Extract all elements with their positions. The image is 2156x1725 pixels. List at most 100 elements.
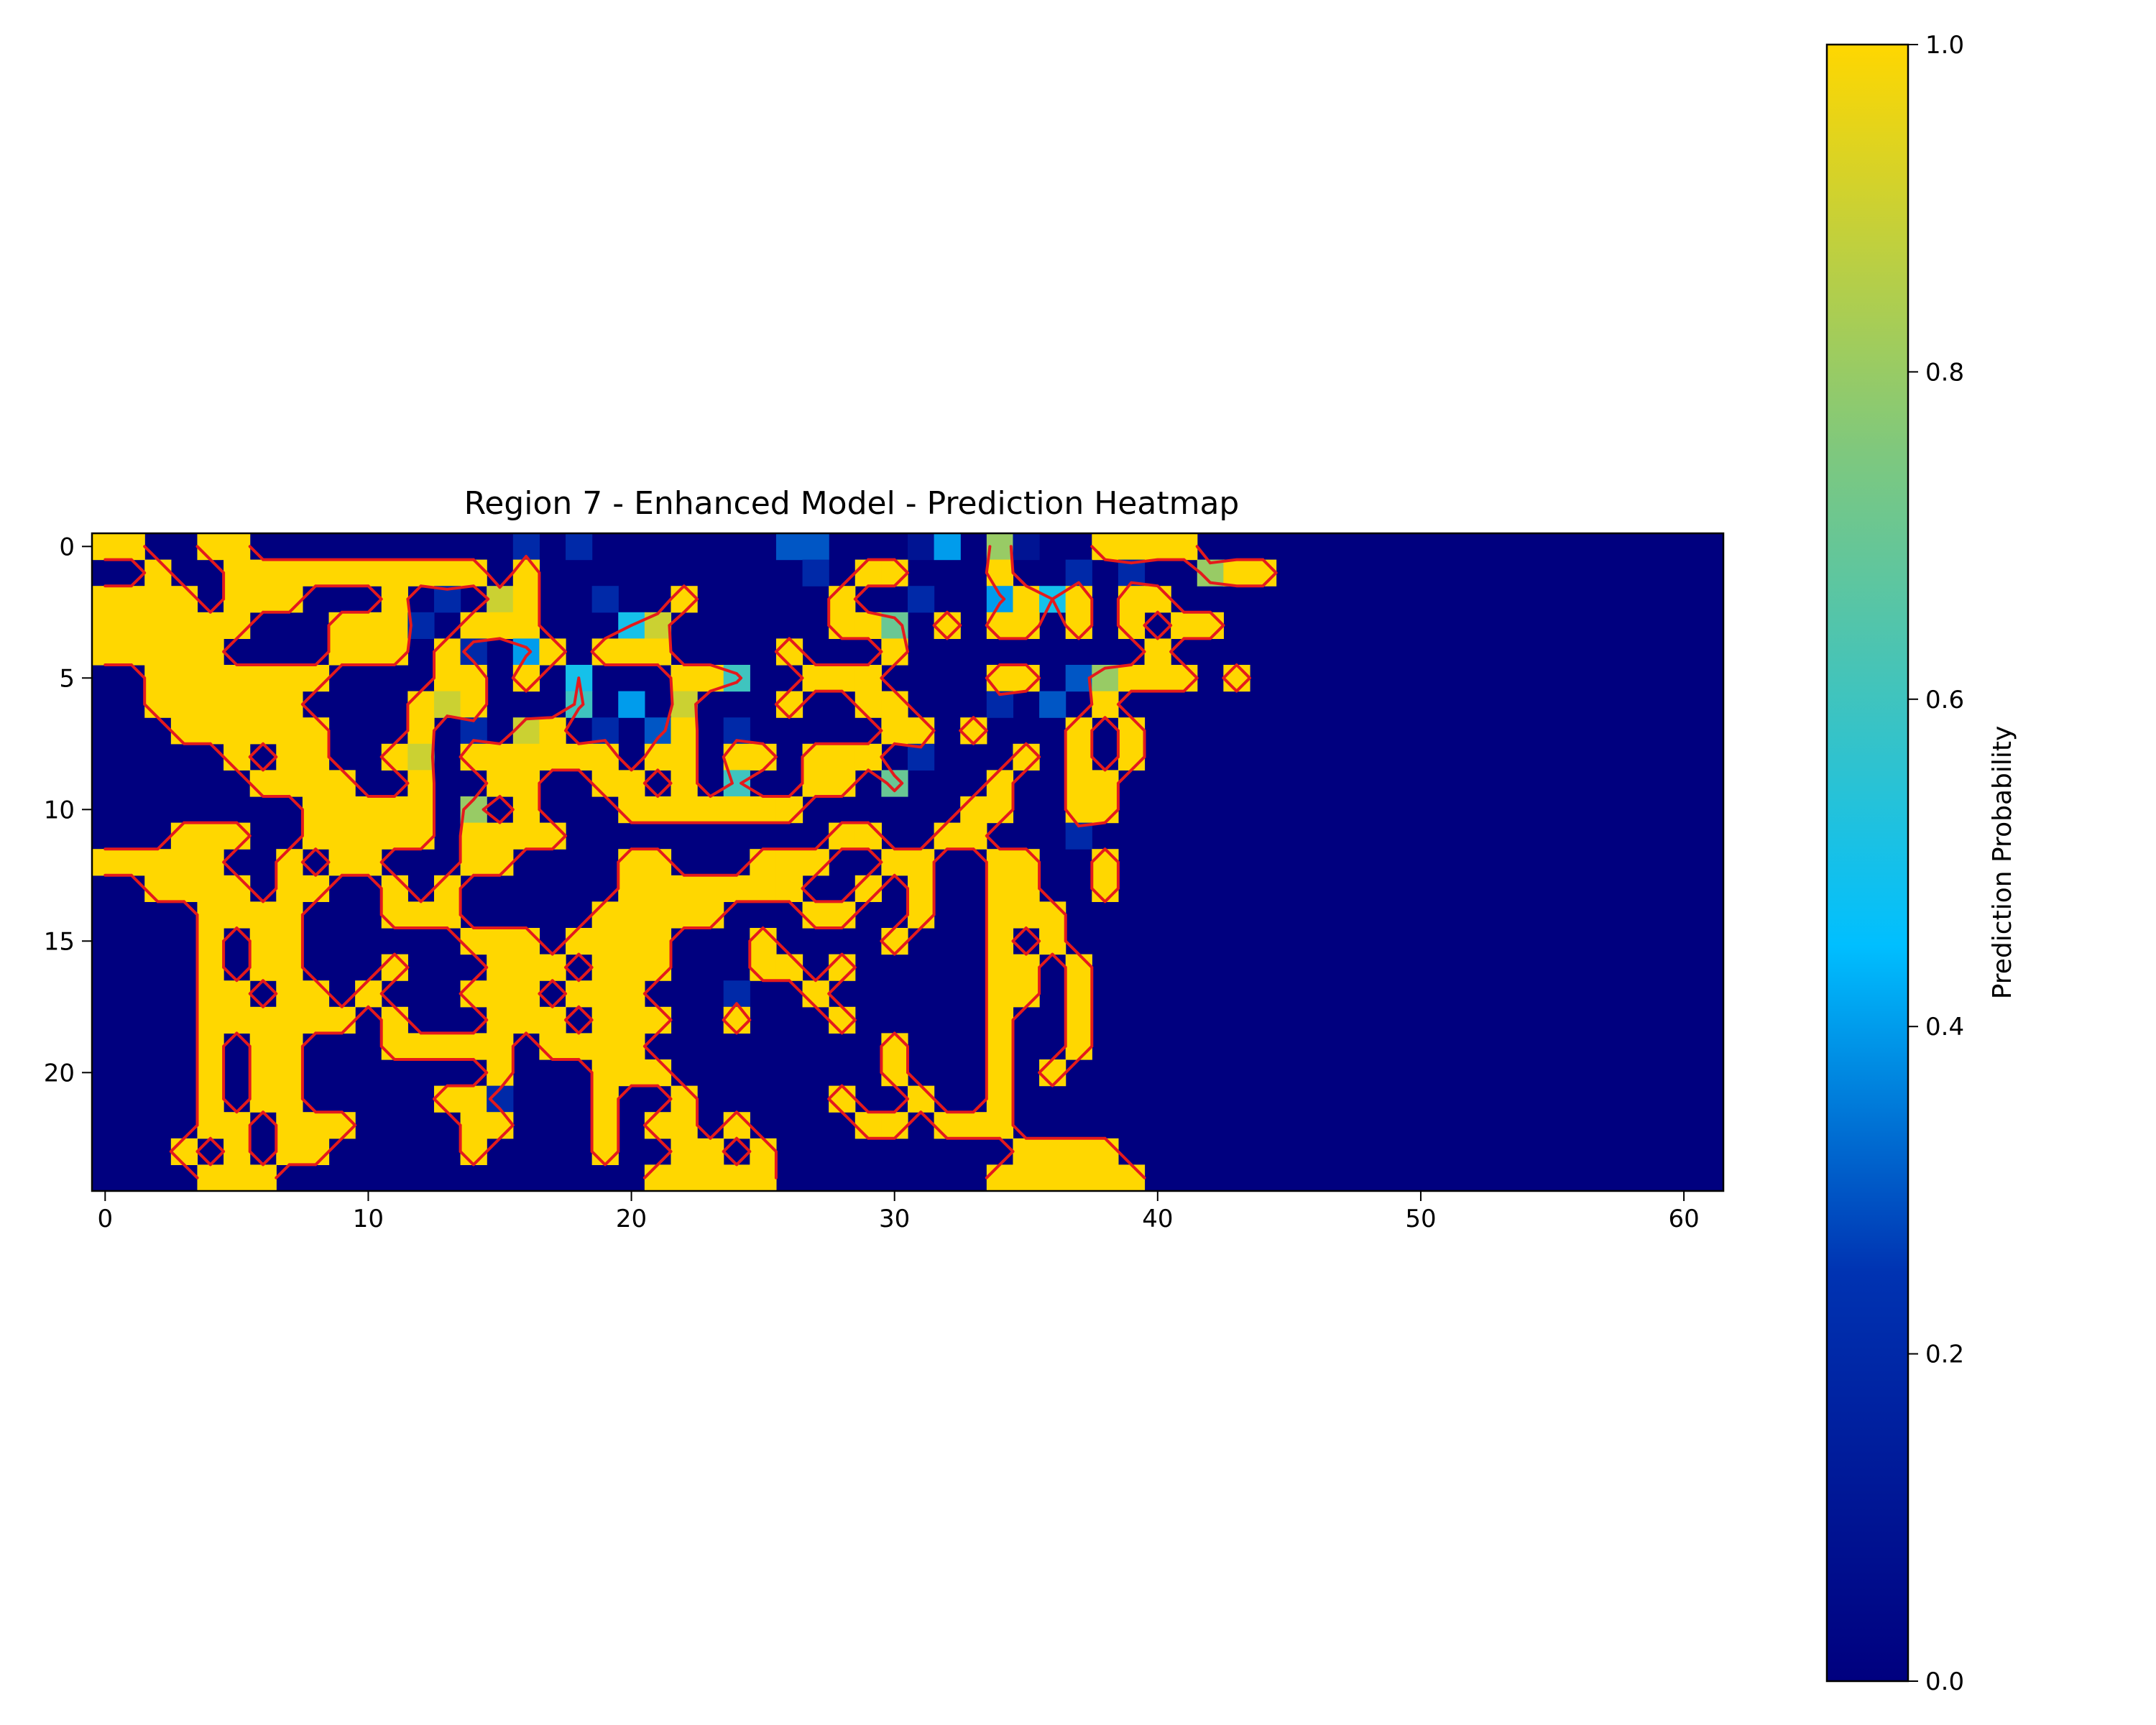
- heatmap-cell: [512, 743, 540, 770]
- chart-title: Region 7 - Enhanced Model - Prediction H…: [464, 485, 1240, 522]
- heatmap-cell: [881, 691, 908, 718]
- heatmap-cell: [671, 665, 698, 692]
- heatmap-cell: [355, 822, 382, 850]
- heatmap-cell: [750, 796, 777, 824]
- heatmap-cell: [407, 559, 435, 586]
- heatmap-cell: [697, 875, 724, 902]
- heatmap-cell: [539, 743, 566, 770]
- heatmap-cell: [224, 875, 251, 902]
- heatmap-cell: [908, 901, 935, 929]
- heatmap-cell: [197, 1085, 224, 1113]
- heatmap-cell: [276, 717, 303, 745]
- heatmap-cell: [1039, 691, 1067, 718]
- heatmap-cell: [986, 1164, 1014, 1192]
- heatmap-cell: [197, 875, 224, 902]
- heatmap-cell: [407, 770, 435, 797]
- heatmap-cell: [460, 559, 487, 586]
- heatmap-cell: [1118, 665, 1146, 692]
- heatmap-cell: [302, 1138, 330, 1165]
- colorbar-tick-label: 0.6: [1925, 686, 1964, 714]
- heatmap-cell: [750, 743, 777, 770]
- heatmap-cell: [1065, 1006, 1092, 1034]
- heatmap-cell: [618, 1033, 645, 1060]
- heatmap-cell: [355, 796, 382, 824]
- heatmap-cell: [276, 849, 303, 876]
- heatmap-cell: [381, 612, 408, 639]
- heatmap-cell: [671, 770, 698, 797]
- heatmap-cell: [1118, 743, 1146, 770]
- heatmap-cell: [328, 770, 356, 797]
- heatmap-cell: [881, 559, 908, 586]
- heatmap-cell: [512, 586, 540, 613]
- heatmap-cell: [433, 691, 461, 718]
- heatmap-cell: [170, 849, 198, 876]
- heatmap-cell: [854, 1112, 882, 1139]
- heatmap-cell: [618, 691, 645, 718]
- y-tick-label: 10: [44, 796, 75, 824]
- heatmap-cell: [986, 559, 1014, 586]
- heatmap-cell: [591, 1033, 619, 1060]
- heatmap-cell: [249, 1033, 277, 1060]
- heatmap-cell: [618, 796, 645, 824]
- heatmap-cell: [618, 901, 645, 929]
- heatmap-cell: [276, 743, 303, 770]
- heatmap-cell: [829, 743, 856, 770]
- heatmap-cell: [487, 849, 514, 876]
- heatmap-cell: [618, 875, 645, 902]
- heatmap-cell: [644, 1059, 672, 1087]
- heatmap-cell: [487, 743, 514, 770]
- heatmap-cell: [960, 796, 987, 824]
- heatmap-cell: [775, 691, 803, 718]
- heatmap-cell: [1118, 612, 1146, 639]
- heatmap-cell: [671, 691, 698, 718]
- heatmap-cell: [829, 901, 856, 929]
- heatmap-cell: [750, 875, 777, 902]
- heatmap-cell: [328, 559, 356, 586]
- heatmap-cell: [302, 875, 330, 902]
- heatmap-cell: [591, 954, 619, 981]
- y-tick-label: 5: [59, 664, 75, 693]
- heatmap-cell: [591, 770, 619, 797]
- heatmap-cell: [302, 665, 330, 692]
- heatmap-cell: [881, 1112, 908, 1139]
- heatmap-cell: [407, 743, 435, 770]
- heatmap-cell: [1065, 1138, 1092, 1165]
- heatmap-cell: [328, 612, 356, 639]
- heatmap-cell: [1118, 533, 1146, 561]
- heatmap-cell: [249, 1006, 277, 1034]
- heatmap-cell: [197, 717, 224, 745]
- heatmap-cell: [197, 980, 224, 1008]
- heatmap-cell: [512, 717, 540, 745]
- heatmap-cell: [618, 849, 645, 876]
- heatmap-cell: [512, 822, 540, 850]
- heatmap-cell: [1144, 586, 1171, 613]
- heatmap-cell: [802, 559, 829, 586]
- heatmap-cell: [355, 849, 382, 876]
- heatmap-cell: [487, 980, 514, 1008]
- heatmap-cell: [197, 691, 224, 718]
- heatmap-cell: [986, 665, 1014, 692]
- heatmap-cell: [644, 743, 672, 770]
- heatmap-cell: [591, 928, 619, 955]
- heatmap-cell: [750, 1138, 777, 1165]
- heatmap-cell: [1171, 533, 1198, 561]
- x-tick-label: 50: [1405, 1205, 1436, 1233]
- heatmap-cell: [381, 638, 408, 666]
- heatmap-cell: [355, 612, 382, 639]
- heatmap-cell: [723, 1006, 750, 1034]
- heatmap-cell: [249, 954, 277, 981]
- heatmap-cell: [986, 849, 1014, 876]
- heatmap-cell: [829, 1085, 856, 1113]
- heatmap-cell: [1013, 980, 1040, 1008]
- heatmap-cell: [854, 875, 882, 902]
- heatmap-cell: [328, 822, 356, 850]
- heatmap-cell: [566, 1033, 593, 1060]
- heatmap-cell: [829, 586, 856, 613]
- heatmap-cell: [908, 717, 935, 745]
- heatmap-cell: [170, 822, 198, 850]
- heatmap-cell: [512, 638, 540, 666]
- heatmap-cell: [986, 980, 1014, 1008]
- heatmap-cell: [460, 980, 487, 1008]
- heatmap-cell: [197, 1059, 224, 1087]
- heatmap-cell: [1013, 849, 1040, 876]
